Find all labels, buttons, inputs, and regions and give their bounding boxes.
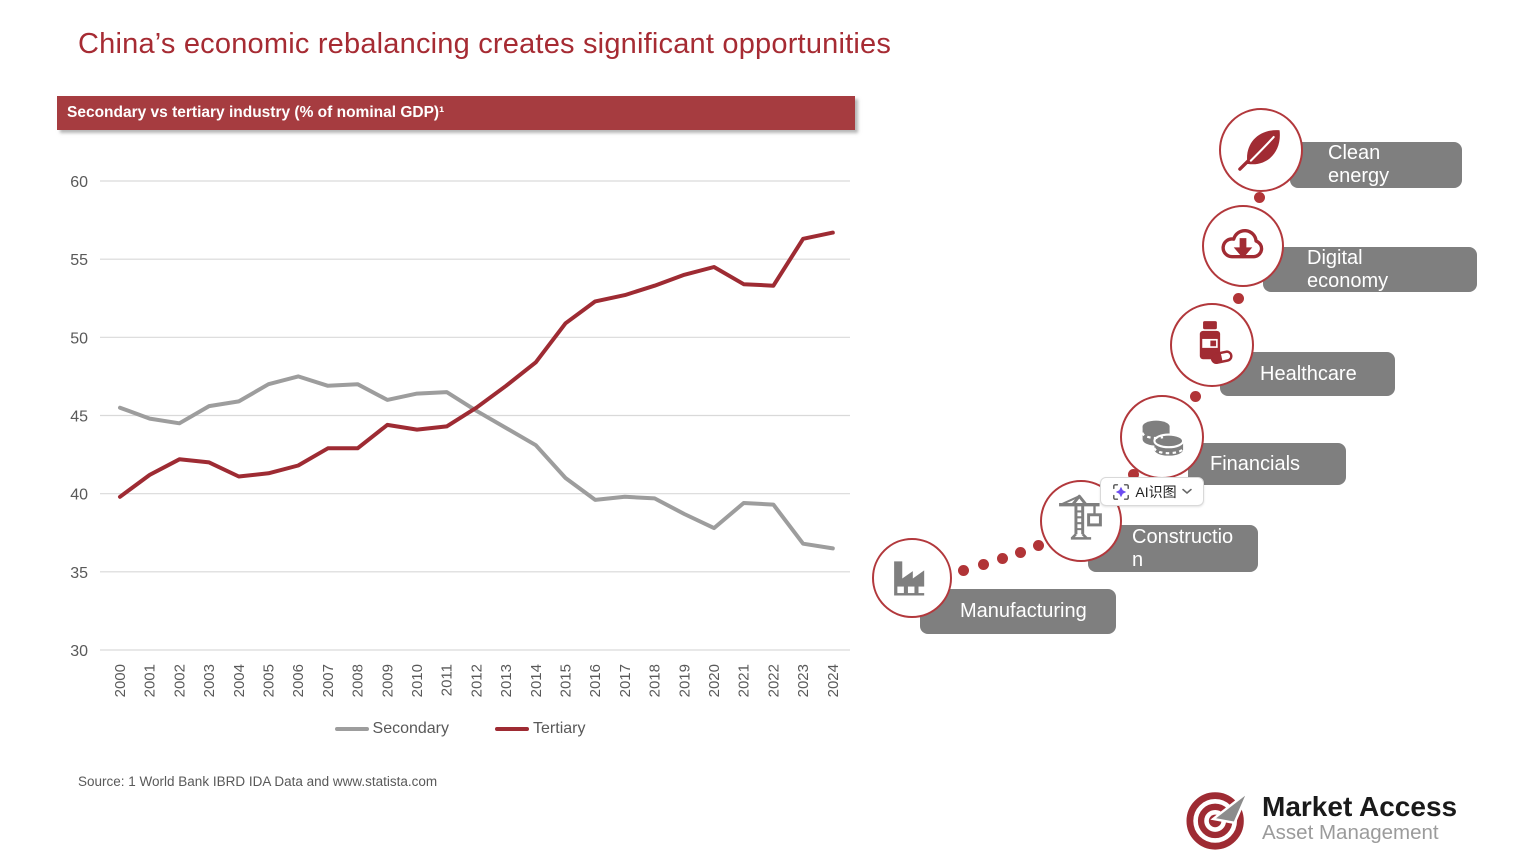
svg-text:2020: 2020 <box>706 664 723 697</box>
digital-economy-label: Digital economy <box>1307 246 1389 292</box>
manufacturing-label-box: Manufacturing <box>920 589 1116 634</box>
cloud-download-icon <box>1216 217 1270 276</box>
svg-text:2007: 2007 <box>320 664 337 697</box>
digital-economy-circle <box>1202 205 1284 287</box>
target-arrow-icon <box>1186 784 1254 852</box>
healthcare-circle <box>1170 303 1254 387</box>
page-title: China’s economic rebalancing creates sig… <box>78 28 892 60</box>
connector-dot <box>958 565 969 576</box>
chart-title-banner: Secondary vs tertiary industry (% of nom… <box>57 96 855 130</box>
financials-label: Financials <box>1210 452 1301 475</box>
legend-item-tertiary: Tertiary <box>495 720 585 738</box>
manufacturing-label: Manufacturing <box>960 600 1087 622</box>
svg-text:2022: 2022 <box>765 664 782 697</box>
connector-dot <box>1015 547 1026 558</box>
leaf-icon <box>1234 121 1288 180</box>
ai-image-recognition-button[interactable]: AI识图 <box>1100 477 1204 506</box>
digital-economy-label-box: Digital economy <box>1263 247 1477 292</box>
legend-item-secondary: Secondary <box>334 720 450 738</box>
tertiary-line-swatch <box>495 727 530 731</box>
svg-text:2008: 2008 <box>350 664 367 697</box>
svg-text:2001: 2001 <box>142 664 159 697</box>
source-note: Source: 1 World Bank IBRD IDA Data and w… <box>78 774 438 789</box>
svg-text:55: 55 <box>70 252 88 269</box>
industry-line-chart: 30 35 40 45 50 55 60 2000 2001 2002 2003 2004 2005 20… <box>70 174 850 697</box>
factory-icon <box>886 550 938 607</box>
svg-text:2024: 2024 <box>825 664 842 697</box>
chevron-down-icon[interactable] <box>1181 488 1192 495</box>
chart-title-text: Secondary vs tertiary industry (% of nom… <box>67 104 445 121</box>
svg-text:2012: 2012 <box>468 664 485 697</box>
legend-label-tertiary: Tertiary <box>533 720 586 737</box>
svg-text:2019: 2019 <box>676 664 693 697</box>
svg-text:2021: 2021 <box>736 664 753 697</box>
svg-text:35: 35 <box>70 565 88 582</box>
connector-dot <box>1128 469 1139 480</box>
construction-circle <box>1040 480 1122 562</box>
crane-icon <box>1054 492 1108 551</box>
svg-text:2006: 2006 <box>290 664 307 697</box>
medicine-bottle-icon <box>1186 317 1238 374</box>
connector-dot <box>1033 540 1044 551</box>
svg-text:2004: 2004 <box>231 664 248 697</box>
healthcare-label: Healthcare <box>1260 362 1357 385</box>
svg-text:2013: 2013 <box>498 664 515 697</box>
svg-text:40: 40 <box>70 487 88 504</box>
svg-text:2000: 2000 <box>112 664 129 697</box>
construction-label-box: Construction <box>1088 525 1258 572</box>
connector-dot <box>997 553 1008 564</box>
secondary-line-swatch <box>334 727 369 731</box>
logo-brand-text: Market Access <box>1262 791 1458 822</box>
connector-dot <box>1233 293 1244 304</box>
construction-label: Construction <box>1132 525 1234 571</box>
scan-sparkle-icon <box>1112 483 1130 501</box>
svg-text:2017: 2017 <box>617 664 634 697</box>
svg-text:2003: 2003 <box>201 664 218 697</box>
financials-label-box: Financials <box>1188 443 1346 485</box>
svg-text:2023: 2023 <box>795 664 812 697</box>
svg-text:2014: 2014 <box>528 664 545 697</box>
company-logo: Market Access Asset Management <box>1186 784 1457 852</box>
svg-text:60: 60 <box>70 174 88 191</box>
logo-subtitle-text: Asset Management <box>1262 821 1439 844</box>
svg-text:30: 30 <box>70 643 88 660</box>
connector-dot <box>1190 391 1201 402</box>
svg-text:2011: 2011 <box>439 664 456 696</box>
svg-text:2005: 2005 <box>261 664 278 697</box>
chart-legend: Secondary Tertiary <box>50 720 870 738</box>
legend-label-secondary: Secondary <box>372 720 450 737</box>
clean-energy-label: Clean energy <box>1328 142 1390 187</box>
clean-energy-circle <box>1219 108 1303 192</box>
svg-text:2002: 2002 <box>171 664 188 697</box>
svg-text:2018: 2018 <box>647 664 664 697</box>
connector-dot <box>1254 192 1265 203</box>
svg-text:45: 45 <box>70 409 88 426</box>
connector-dot <box>978 559 989 570</box>
ai-button-label: AI识图 <box>1135 483 1177 500</box>
coins-icon <box>1135 408 1189 467</box>
clean-energy-label-box: Clean energy <box>1290 142 1462 188</box>
financials-circle <box>1120 395 1204 479</box>
svg-text:2010: 2010 <box>409 664 426 697</box>
svg-text:50: 50 <box>70 330 88 347</box>
manufacturing-circle <box>872 538 952 618</box>
svg-text:2016: 2016 <box>587 664 604 697</box>
svg-text:2009: 2009 <box>379 664 396 697</box>
svg-text:2015: 2015 <box>558 664 575 697</box>
